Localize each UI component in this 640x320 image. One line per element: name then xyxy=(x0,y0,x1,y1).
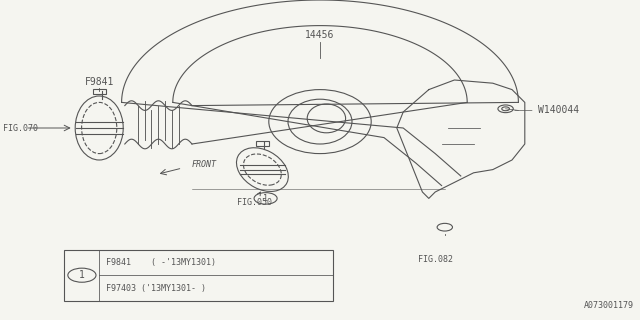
Text: FRONT: FRONT xyxy=(192,160,217,169)
Text: 1: 1 xyxy=(79,270,85,280)
Text: W140044: W140044 xyxy=(515,105,579,116)
Text: 1: 1 xyxy=(263,194,268,203)
Bar xyxy=(256,141,269,146)
Text: 14456: 14456 xyxy=(305,30,335,40)
Text: FIG.070: FIG.070 xyxy=(3,124,38,132)
Text: F9841    ( -'13MY1301): F9841 ( -'13MY1301) xyxy=(106,258,216,267)
Text: FIG.082: FIG.082 xyxy=(418,255,452,264)
Text: F9841: F9841 xyxy=(84,77,114,87)
Text: FIG.050: FIG.050 xyxy=(237,192,272,207)
Text: F97403 ('13MY1301- ): F97403 ('13MY1301- ) xyxy=(106,284,205,292)
Text: A073001179: A073001179 xyxy=(584,301,634,310)
Bar xyxy=(64,250,333,301)
Bar xyxy=(93,89,106,94)
